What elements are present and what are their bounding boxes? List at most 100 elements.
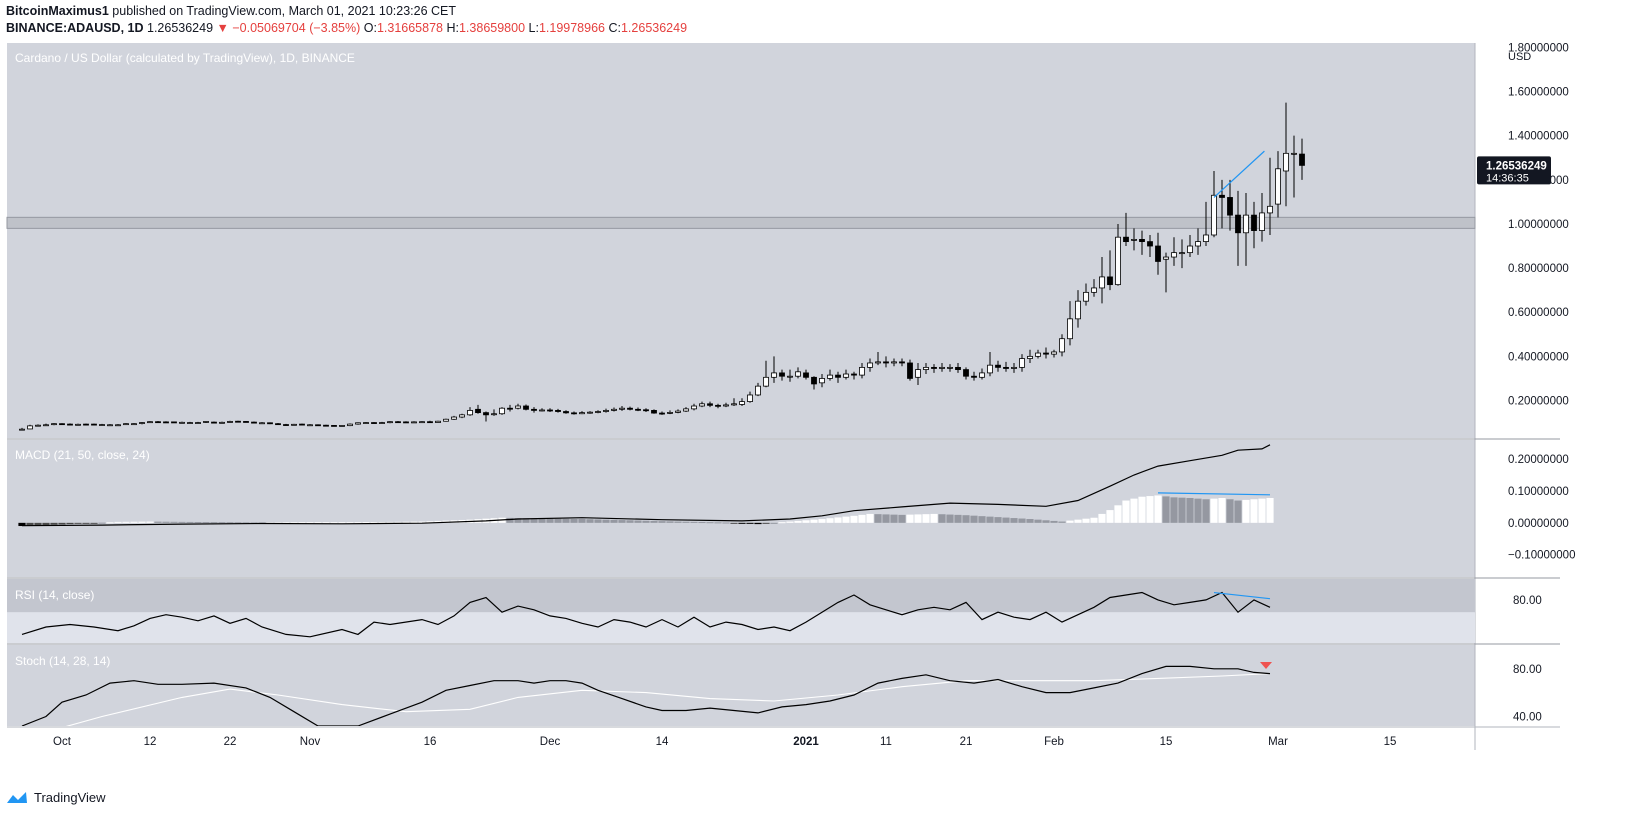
time-tick-label: 14 xyxy=(656,736,669,748)
macd-histogram-bar xyxy=(1050,520,1058,523)
candle xyxy=(123,423,129,426)
candle xyxy=(259,422,265,425)
time-tick-label: 15 xyxy=(1160,736,1173,748)
open-label: O: xyxy=(363,21,377,35)
time-tick-label: 11 xyxy=(880,736,892,748)
macd-histogram-bar xyxy=(418,521,426,523)
candle xyxy=(251,421,257,424)
candle xyxy=(811,376,817,385)
candle xyxy=(875,361,881,364)
candle xyxy=(475,408,481,414)
candle xyxy=(963,369,969,377)
candle xyxy=(1123,236,1129,243)
candle xyxy=(1115,236,1121,286)
stoch-pane-title: Stoch (14, 28, 14) xyxy=(15,654,110,668)
candle xyxy=(203,421,209,423)
macd-histogram-bar xyxy=(50,522,58,525)
candle xyxy=(371,422,377,424)
macd-histogram-bar xyxy=(914,514,922,523)
macd-histogram-bar xyxy=(202,522,210,524)
candle xyxy=(1227,197,1233,216)
candle xyxy=(899,361,905,364)
footer-brand[interactable]: TradingView xyxy=(34,790,106,805)
macd-histogram-bar xyxy=(994,517,1002,523)
macd-histogram-bar xyxy=(1018,518,1026,523)
macd-histogram-bar xyxy=(1082,518,1090,523)
macd-line xyxy=(21,444,1271,527)
candle xyxy=(883,361,889,364)
candle xyxy=(491,413,497,416)
macd-histogram-bar xyxy=(1194,498,1202,523)
resistance-zone xyxy=(6,216,1476,229)
candle xyxy=(211,421,217,424)
candle xyxy=(51,423,57,426)
candle xyxy=(419,421,425,424)
candle xyxy=(1147,241,1153,247)
macd-histogram-bar xyxy=(626,520,634,523)
macd-histogram-bar xyxy=(114,521,122,523)
high-value: 1.38659800 xyxy=(458,21,526,35)
macd-histogram-bar xyxy=(210,522,218,524)
candle xyxy=(563,411,569,414)
macd-histogram-bar xyxy=(834,517,842,523)
macd-histogram-bar xyxy=(346,522,354,524)
macd-histogram-bar xyxy=(666,521,674,523)
candle xyxy=(955,366,961,370)
macd-histogram-bar xyxy=(242,522,250,524)
candle xyxy=(931,366,937,369)
macd-histogram-bar xyxy=(442,520,450,523)
macd-histogram-bar xyxy=(106,522,114,524)
footer: TradingView xyxy=(6,790,106,805)
macd-histogram-bar xyxy=(906,514,914,523)
macd-histogram-bar xyxy=(122,521,130,523)
candle xyxy=(323,424,329,427)
candle xyxy=(1283,152,1289,172)
publish-info: BitcoinMaximus1 published on TradingView… xyxy=(6,4,456,18)
candle xyxy=(115,424,121,427)
macd-histogram-bar xyxy=(578,519,586,523)
candle xyxy=(971,375,977,378)
candle xyxy=(635,408,641,411)
candle xyxy=(1211,194,1217,236)
stoch-k-line xyxy=(21,665,1271,726)
macd-histogram-bar xyxy=(546,518,554,523)
price-tick-label: 1.00000000 xyxy=(1508,219,1569,231)
rsi-divergence-line xyxy=(1213,591,1271,600)
macd-histogram-bar xyxy=(1242,499,1250,523)
candle xyxy=(19,428,25,431)
macd-histogram-bar xyxy=(1154,495,1162,523)
price-pane-bg xyxy=(7,43,1475,438)
macd-histogram-bar xyxy=(1218,497,1226,523)
price-change: ▼ −0.05069704 (−3.85%) xyxy=(216,21,361,35)
candle xyxy=(667,412,673,414)
macd-histogram-bar xyxy=(362,522,370,524)
macd-histogram-bar xyxy=(930,513,938,523)
macd-histogram-bar xyxy=(1258,498,1266,523)
candle xyxy=(1275,168,1281,205)
candle xyxy=(651,410,657,414)
time-tick-label: 2021 xyxy=(793,736,819,748)
candle xyxy=(179,421,185,424)
candle xyxy=(1203,234,1209,243)
macd-histogram-bar xyxy=(370,522,378,524)
candle xyxy=(139,422,145,424)
candle xyxy=(299,423,305,426)
price-tick-label: 1.80000000 xyxy=(1508,42,1569,54)
author-name[interactable]: BitcoinMaximus1 xyxy=(6,4,109,18)
macd-histogram-bar xyxy=(1178,497,1186,523)
macd-histogram-bar xyxy=(762,522,770,524)
macd-histogram-bar xyxy=(642,520,650,523)
candle xyxy=(291,423,297,426)
macd-histogram-bar xyxy=(810,519,818,523)
candle xyxy=(675,410,681,413)
macd-histogram-bar xyxy=(690,521,698,523)
macd-histogram-bar xyxy=(1074,519,1082,523)
stoch-pane-bg xyxy=(7,645,1475,726)
candle xyxy=(91,423,97,426)
macd-histogram-bar xyxy=(282,522,290,524)
macd-histogram-bar xyxy=(1202,499,1210,523)
macd-histogram-bar xyxy=(602,519,610,523)
candle xyxy=(851,373,857,376)
macd-histogram-bar xyxy=(786,521,794,523)
